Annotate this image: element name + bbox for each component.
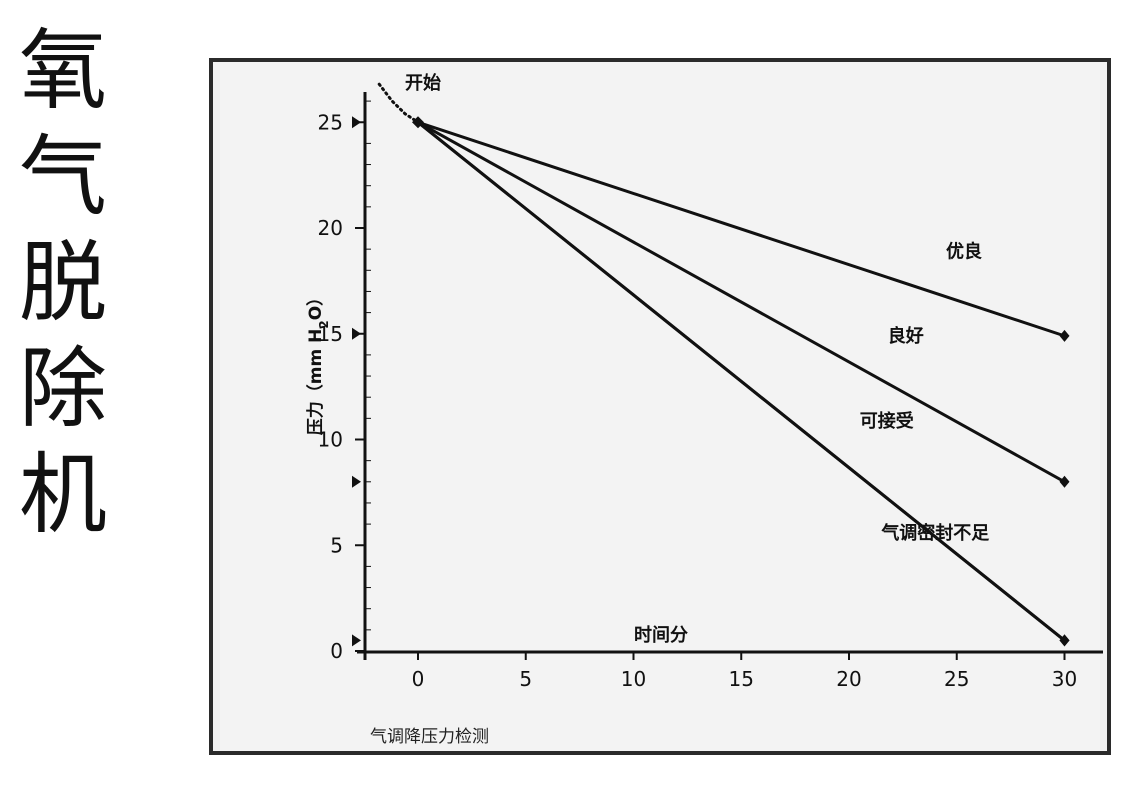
y-tick-label: 5: [330, 533, 343, 557]
start-label: 开始: [405, 72, 441, 94]
y-axis-arrow-marker: [352, 475, 361, 488]
y-tick-label: 10: [318, 428, 343, 452]
y-axis-arrow-marker: [352, 116, 361, 129]
series-line: [417, 121, 1066, 642]
y-tick-label: 0: [330, 639, 343, 663]
start-curve: [377, 82, 420, 124]
side-title: 氧 气 脱 除 机: [8, 18, 118, 548]
x-tick-label: 0: [412, 667, 425, 691]
y-tick-label: 25: [318, 110, 343, 134]
series-label: 可接受: [860, 410, 914, 432]
series-line: [417, 120, 1066, 484]
side-title-char: 脱: [18, 231, 107, 334]
y-tick-label: 20: [318, 216, 343, 240]
side-title-char: 气: [18, 125, 107, 228]
x-axis-label: 时间分: [634, 625, 688, 646]
series-end-marker: [1059, 329, 1070, 342]
side-title-char: 机: [18, 443, 107, 546]
x-tick-label: 25: [944, 667, 969, 691]
x-tick-label: 30: [1052, 667, 1077, 691]
series-end-marker: [1059, 475, 1070, 488]
y-axis-arrow-marker: [352, 634, 361, 647]
figure-frame: 0 5 10 15 20 25 0 5 10 15 20 25 30 优良良好可接受气调密封不足 开始时间分…: [209, 58, 1111, 755]
start-point-marker: [412, 116, 424, 129]
x-tick-label: 10: [621, 667, 646, 691]
series-label: 优良: [946, 241, 982, 263]
x-tick-label: 5: [519, 667, 532, 691]
series-line: [417, 120, 1065, 338]
figure-caption: 气调降压力检测: [370, 727, 489, 747]
x-tick-label: 20: [836, 667, 861, 691]
x-tick-label: 15: [729, 667, 754, 691]
series-end-marker: [1059, 634, 1070, 647]
series-label: 气调密封不足: [880, 522, 989, 544]
y-axis-label: 压力（mm H2O）: [305, 289, 331, 435]
series-label: 良好: [888, 325, 924, 347]
side-title-char: 除: [18, 337, 107, 440]
y-axis-arrow-marker: [352, 327, 361, 340]
y-tick-label: 15: [318, 322, 343, 346]
side-title-char: 氧: [18, 19, 107, 122]
